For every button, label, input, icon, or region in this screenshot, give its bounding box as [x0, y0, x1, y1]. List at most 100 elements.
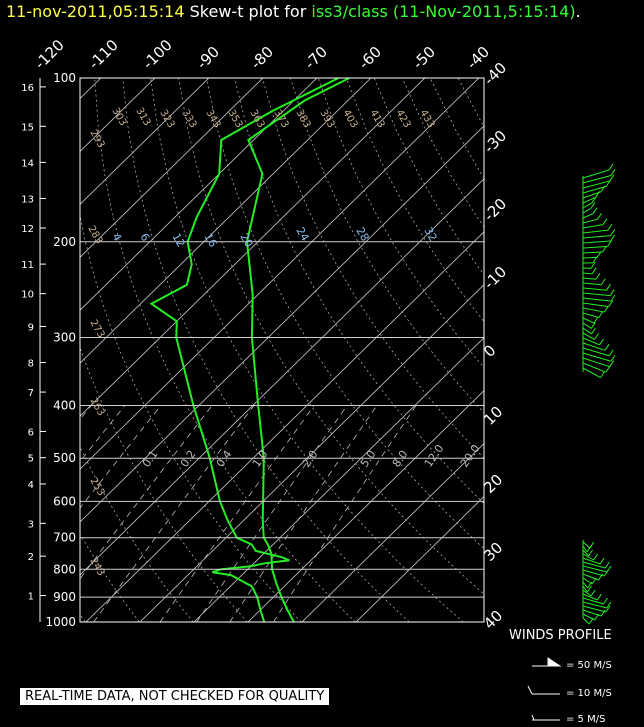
- wind-key-glyph: [531, 714, 560, 721]
- mixing-ratio-label: 0.4: [214, 448, 235, 470]
- mixing-ratio-label: 12: [169, 231, 187, 250]
- wind-barb: [582, 317, 595, 324]
- mixing-ratio-label: 0.1: [140, 448, 161, 470]
- dry-adiabat-line: [429, 78, 484, 179]
- mixing-ratio-label: 0.2: [178, 448, 199, 470]
- dry-adiabat-line: [94, 78, 356, 622]
- wind-barb: [598, 573, 603, 581]
- isotherm-line: [139, 284, 484, 622]
- mixing-ratio-label: 5.0: [358, 448, 379, 470]
- wind-barb: [594, 333, 599, 340]
- wind-barb: [582, 213, 594, 219]
- wind-barb: [582, 541, 591, 549]
- wind-barb: [588, 617, 594, 625]
- wind-barb: [582, 191, 602, 199]
- potential-temperature-label: 433: [417, 108, 436, 130]
- wind-barb: [600, 371, 605, 378]
- mixing-ratio-label: 8.0: [390, 448, 411, 470]
- wind-barb: [592, 207, 598, 214]
- wind-barb: [582, 180, 611, 189]
- wind-barb: [582, 553, 594, 561]
- wind-barb: [591, 196, 597, 204]
- wind-barb: [582, 561, 606, 569]
- wind-barb: [582, 307, 605, 313]
- potential-temperature-label: 423: [393, 108, 412, 130]
- pressure-tick-label: 800: [53, 562, 76, 576]
- dry-adiabat-line: [122, 78, 410, 622]
- pressure-tick-label: 400: [53, 399, 76, 413]
- wind-barb: [607, 223, 613, 231]
- wind-barb: [582, 601, 607, 609]
- wind-barb: [606, 283, 611, 291]
- pressure-tick-label: 300: [53, 331, 76, 345]
- wind-barb: [610, 294, 616, 302]
- wind-barb: [582, 251, 603, 254]
- wind-barb: [582, 337, 600, 346]
- wind-barb: [582, 327, 592, 335]
- pressure-tick-label: 900: [53, 590, 76, 604]
- potential-temperature-label: 323: [157, 108, 176, 130]
- potential-temperature-label: 393: [317, 108, 336, 130]
- wind-key-glyph: [527, 685, 560, 695]
- isotherm-line: [80, 78, 426, 417]
- height-tick-label: 2: [28, 552, 34, 563]
- top-temperature-label: -70: [301, 43, 331, 73]
- right-temperature-label: 0: [480, 341, 499, 360]
- quality-banner: REAL-TIME DATA, NOT CHECKED FOR QUALITY: [20, 688, 330, 705]
- wind-barb: [582, 277, 597, 280]
- wind-barb: [582, 367, 601, 379]
- height-tick-label: 13: [21, 194, 34, 205]
- wind-barb: [590, 322, 596, 329]
- wind-barb: [582, 597, 604, 605]
- potential-temperature-label: 413: [367, 108, 386, 130]
- potential-temperature-label: 353: [225, 108, 244, 130]
- mixing-ratio-label: 20: [237, 231, 255, 250]
- plot-frame: [79, 77, 485, 623]
- wind-barb: [582, 549, 589, 557]
- height-tick-label: 11: [21, 260, 34, 271]
- wind-barb: [598, 311, 604, 318]
- pressure-tick-label: 200: [53, 235, 76, 249]
- wind-barb: [591, 327, 596, 335]
- pressure-tick-label: 700: [53, 531, 76, 545]
- wind-barb: [588, 549, 593, 557]
- wind-key-glyph: [532, 657, 562, 667]
- winds-profile-title: WINDS PROFILE: [509, 628, 612, 643]
- dry-adiabat-line: [234, 78, 484, 504]
- potential-temperature-label: 403: [340, 108, 359, 130]
- mixing-ratio-label: 16: [201, 231, 219, 250]
- mixing-ratio-label: 32: [421, 225, 439, 244]
- wind-barb: [582, 235, 611, 239]
- wind-barb: [582, 332, 595, 340]
- wind-barb: [607, 240, 613, 247]
- wind-barb: [582, 585, 588, 593]
- wind-barb: [609, 360, 615, 367]
- pressure-tick-label: 500: [53, 451, 76, 465]
- top-temperature-label: -50: [409, 43, 439, 73]
- wind-barb: [610, 234, 615, 242]
- wind-barb: [600, 609, 606, 617]
- potential-temperature-label: 383: [293, 108, 312, 130]
- wind-barb: [582, 581, 589, 589]
- wind-barb: [593, 553, 599, 561]
- wind-barb: [582, 287, 607, 291]
- wind-barb: [582, 292, 611, 297]
- wind-barb: [605, 180, 611, 187]
- right-temperature-label: -20: [480, 195, 510, 225]
- wind-barb: [595, 191, 601, 198]
- wind-barb: [596, 593, 602, 601]
- top-temperature-label: -60: [355, 43, 385, 73]
- wind-barb: [582, 347, 610, 357]
- wind-barb: [582, 202, 593, 209]
- wind-barb: [582, 297, 611, 302]
- wind-barb: [582, 224, 604, 229]
- wind-barb: [587, 581, 593, 589]
- potential-temperature-label: 343: [203, 108, 222, 130]
- wind-barb: [603, 569, 609, 577]
- wind-barb: [596, 251, 602, 258]
- wind-barb: [582, 322, 592, 329]
- wind-barb: [582, 565, 608, 573]
- potential-temperature-label: 313: [133, 106, 152, 128]
- wind-barb: [605, 365, 611, 373]
- wind-barb: [582, 256, 598, 259]
